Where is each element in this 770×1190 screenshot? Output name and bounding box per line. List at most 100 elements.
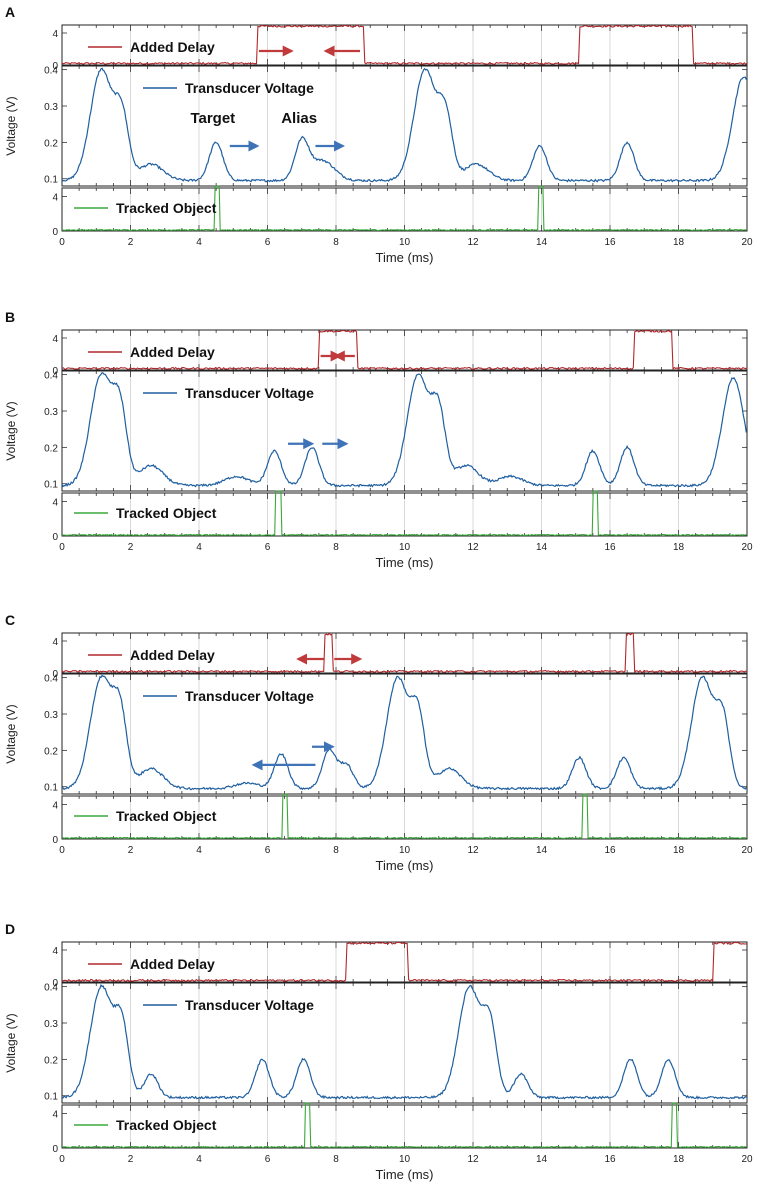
x-tick-label: 6 [265,542,271,553]
voltage-axes-ytick-label: 0.3 [44,407,58,418]
voltage-axes-frame [61,370,748,492]
x-tick-label: 0 [59,237,65,248]
voltage-axes-ytick-label: 0.1 [44,480,58,491]
x-tick-label: 4 [196,542,202,553]
delay-legend-label: Added Delay [130,39,215,55]
voltage-axes-frame [61,673,748,795]
x-tick-label: 2 [128,845,134,856]
panel-a: A 0 4 Added Delay 0.1 0.2 0.3 0.4 Transducer Vol… [4,4,753,265]
tracked-axes-ytick-label: 4 [52,498,58,509]
x-tick-label: 12 [467,237,479,248]
voltage-legend-label: Transducer Voltage [185,385,314,401]
x-tick-label: 20 [741,542,753,553]
voltage-axes-ytick-label: 0.1 [44,1092,58,1103]
x-tick-label: 12 [467,542,479,553]
x-tick-label: 4 [196,845,202,856]
tracked-axes-ytick-label: 0 [52,532,58,543]
transducer-voltage-series [61,67,747,183]
tracked-axes-ytick-label: 0 [52,835,58,846]
x-tick-label: 20 [741,1154,753,1165]
voltage-axes-ytick-label: 0.2 [44,443,58,454]
added-delay-series [61,632,748,674]
x-tick-label: 0 [59,542,65,553]
x-axis-label: Time (ms) [375,555,433,570]
voltage-axes-ytick-label: 0.4 [44,66,58,77]
x-tick-label: 20 [741,845,753,856]
tracked-axes-ytick-label: 4 [52,1110,58,1121]
voltage-axes-ytick-label: 0.2 [44,138,58,149]
x-tick-label: 2 [128,237,134,248]
x-tick-label: 20 [741,237,753,248]
tracked-axes-ytick-label: 0 [52,1144,58,1155]
tracked-object-series [61,490,747,537]
delay-axes-ytick-label: 4 [52,946,58,957]
x-tick-label: 16 [604,845,616,856]
delay-legend-label: Added Delay [130,344,215,360]
x-tick-label: 12 [467,845,479,856]
alias-annotation: Alias [281,110,317,127]
tracked-object-series [61,185,747,232]
x-tick-label: 2 [128,542,134,553]
voltage-legend-label: Transducer Voltage [185,688,314,704]
panel-c: C 0 4 Added Delay 0.1 0.2 0.3 0.4 Transducer Vol… [4,612,753,873]
x-tick-label: 16 [604,237,616,248]
x-tick-label: 0 [59,1154,65,1165]
delay-axes-ytick-label: 0 [52,366,58,377]
added-delay-series [61,24,748,66]
target-annotation: Target [190,110,235,127]
x-tick-label: 14 [536,1154,548,1165]
x-tick-label: 6 [265,845,271,856]
panel-letter: D [5,921,15,937]
x-tick-label: 8 [333,845,339,856]
transducer-voltage-series [61,371,747,488]
x-tick-label: 10 [399,845,411,856]
y-axis-label: Voltage (V) [4,1013,18,1072]
added-delay-series [62,941,748,983]
delay-axes-ytick-label: 4 [52,637,58,648]
voltage-axes-frame [61,65,748,187]
x-axis-label: Time (ms) [375,250,433,265]
voltage-axes-ytick-label: 0.3 [44,710,58,721]
voltage-axes-frame [61,982,748,1104]
voltage-legend-label: Transducer Voltage [185,997,314,1013]
tracked-axes-frame [61,187,748,232]
delay-axes-frame [61,632,748,674]
voltage-axes-ytick-label: 0.2 [44,746,58,757]
y-axis-label: Voltage (V) [4,96,18,155]
tracked-axes-ytick-label: 4 [52,801,58,812]
x-axis-label: Time (ms) [375,858,433,873]
voltage-axes-ytick-label: 0.3 [44,1019,58,1030]
x-tick-label: 8 [333,237,339,248]
x-tick-label: 6 [265,237,271,248]
delay-axes-frame [61,24,748,66]
voltage-axes-ytick-label: 0.2 [44,1055,58,1066]
tracked-legend-label: Tracked Object [116,808,217,824]
x-tick-label: 6 [265,1154,271,1165]
delay-legend-label: Added Delay [130,956,215,972]
tracked-object-series [61,1102,747,1149]
panel-b: B 0 4 Added Delay 0.1 0.2 0.3 0.4 Transducer Vol… [4,309,753,570]
x-tick-label: 16 [604,1154,616,1165]
x-tick-label: 4 [196,1154,202,1165]
y-axis-label: Voltage (V) [4,401,18,460]
x-tick-label: 18 [673,1154,685,1165]
tracked-object-series [61,793,747,840]
x-axis-label: Time (ms) [375,1167,433,1182]
x-tick-label: 10 [399,1154,411,1165]
x-tick-label: 14 [536,542,548,553]
x-tick-label: 14 [536,845,548,856]
tracked-axes-frame [61,492,748,537]
tracked-legend-label: Tracked Object [116,200,217,216]
tracked-axes-frame [61,795,748,840]
delay-axes-frame [61,329,748,371]
x-tick-label: 2 [128,1154,134,1165]
delay-axes-frame [61,941,748,983]
panel-letter: B [5,309,15,325]
x-tick-label: 10 [399,542,411,553]
voltage-axes-ytick-label: 0.3 [44,102,58,113]
delay-legend-label: Added Delay [130,647,215,663]
y-axis-label: Voltage (V) [4,704,18,763]
x-tick-label: 8 [333,542,339,553]
panel-letter: C [5,612,15,628]
